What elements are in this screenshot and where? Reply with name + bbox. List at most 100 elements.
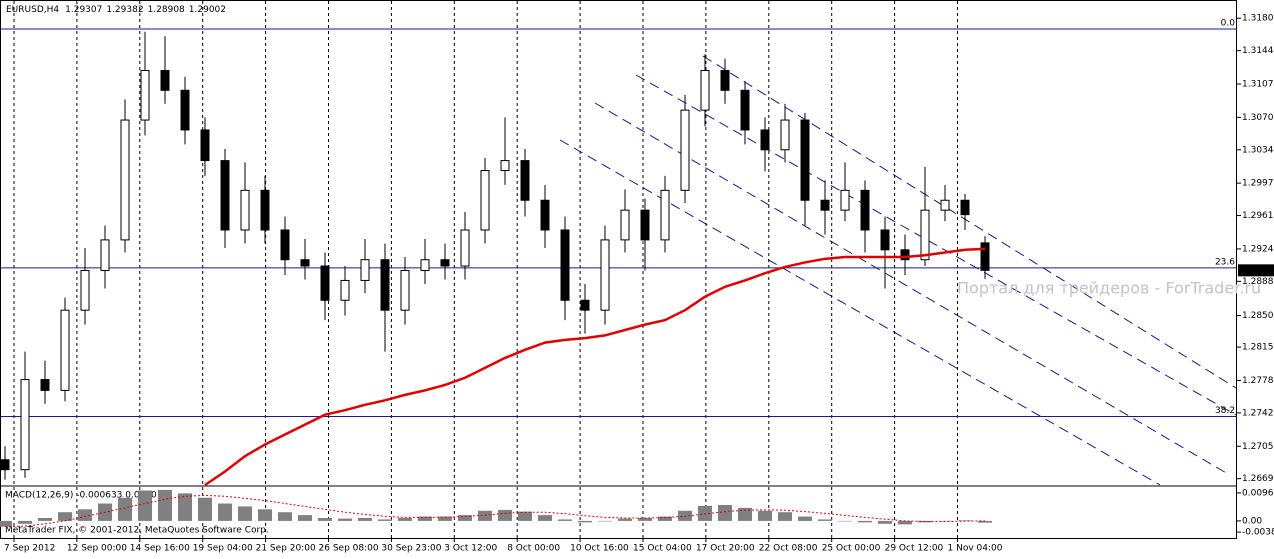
y-tick-label: 1.27050 bbox=[1242, 442, 1274, 452]
candle-body bbox=[240, 189, 250, 231]
candle-body bbox=[620, 209, 630, 241]
macd-bar bbox=[438, 516, 452, 521]
macd-bar bbox=[778, 512, 792, 521]
candle-body bbox=[780, 119, 790, 151]
macd-bar bbox=[358, 518, 372, 521]
candle-body bbox=[600, 239, 610, 311]
candle-body bbox=[380, 259, 390, 311]
candle-body bbox=[320, 265, 330, 301]
ohlc-value: 1.29307 bbox=[65, 5, 102, 15]
macd-bar bbox=[458, 515, 472, 521]
macd-bar bbox=[958, 520, 972, 521]
macd-bar bbox=[538, 515, 552, 521]
candle-body bbox=[340, 279, 350, 301]
x-tick-label: 10 Oct 16:00 bbox=[570, 544, 629, 554]
candle-body bbox=[120, 119, 130, 241]
candle-body bbox=[980, 242, 990, 271]
fibo-label: 23.6 bbox=[1215, 257, 1235, 267]
candle-body bbox=[680, 109, 690, 191]
ohlc-value: 1.29382 bbox=[106, 5, 143, 15]
candle-body bbox=[520, 160, 530, 201]
macd-bar bbox=[638, 518, 652, 521]
candle-body bbox=[180, 89, 190, 131]
y-tick-label: 1.27420 bbox=[1242, 408, 1274, 418]
candle-body bbox=[80, 270, 90, 311]
candle-body bbox=[280, 229, 290, 261]
candle-body bbox=[20, 379, 30, 471]
macd-bar bbox=[38, 518, 52, 521]
macd-bar bbox=[498, 509, 512, 521]
macd-bar bbox=[858, 520, 872, 523]
candle-body bbox=[760, 129, 770, 151]
macd-bar bbox=[898, 520, 912, 525]
macd-bar bbox=[418, 516, 432, 521]
channel-line bbox=[594, 102, 1229, 475]
x-tick-label: 12 Sep 00:00 bbox=[67, 544, 127, 554]
candle-body bbox=[60, 309, 70, 391]
candle-body bbox=[740, 89, 750, 131]
candle-body bbox=[840, 189, 850, 211]
candle-body bbox=[900, 249, 910, 261]
macd-label: MACD(12,26,9) -0.000633 0.000010 bbox=[5, 491, 168, 501]
macd-bar bbox=[558, 519, 572, 521]
y-tick-label: 1.30700 bbox=[1242, 113, 1274, 123]
y-tick-label: 1.29240 bbox=[1242, 244, 1274, 254]
candle-body bbox=[0, 459, 10, 471]
y-tick-label: 1.31440 bbox=[1242, 46, 1274, 56]
watermark: Портал для трейдеров - ForTrader.ru bbox=[957, 279, 1261, 298]
y-tick-label: 1.28150 bbox=[1242, 343, 1274, 353]
channel-line bbox=[702, 55, 1237, 389]
candle-body bbox=[140, 69, 150, 121]
y-tick-label: 1.29970 bbox=[1242, 179, 1274, 189]
macd-bar bbox=[838, 520, 852, 522]
macd-bar bbox=[138, 490, 152, 521]
candle-body bbox=[260, 189, 270, 231]
y-tick-label: 1.31800 bbox=[1242, 14, 1274, 24]
candle-body bbox=[160, 69, 170, 91]
macd-bar bbox=[278, 512, 292, 521]
x-tick-label: 25 Oct 00:00 bbox=[822, 544, 881, 554]
macd-bar bbox=[698, 505, 712, 521]
candle-body bbox=[800, 119, 810, 201]
candle-body bbox=[420, 259, 430, 272]
candle-body bbox=[440, 259, 450, 267]
x-tick-label: 15 Oct 04:00 bbox=[633, 544, 692, 554]
macd-bar bbox=[738, 507, 752, 521]
macd-bar bbox=[78, 509, 92, 521]
macd-bar bbox=[978, 520, 992, 523]
x-tick-label: 22 Oct 08:00 bbox=[759, 544, 818, 554]
macd-bar bbox=[338, 518, 352, 521]
candle-body bbox=[360, 259, 370, 281]
candle-body bbox=[860, 189, 870, 231]
y-tick-label: 1.29610 bbox=[1242, 211, 1274, 221]
candle-body bbox=[400, 270, 410, 311]
macd-bar bbox=[238, 506, 252, 521]
ohlc-value: 1.28908 bbox=[148, 5, 185, 15]
x-tick-label: 29 Oct 12:00 bbox=[885, 544, 944, 554]
macd-bar bbox=[578, 520, 592, 523]
price-badge bbox=[1238, 264, 1274, 277]
x-tick-label: 3 Oct 12:00 bbox=[444, 544, 497, 554]
x-tick-label: 14 Sep 16:00 bbox=[130, 544, 190, 554]
x-tick-label: 17 Oct 20:00 bbox=[696, 544, 755, 554]
candle-body bbox=[560, 229, 570, 301]
macd-bar bbox=[178, 493, 192, 521]
y-tick-label: 1.30340 bbox=[1242, 145, 1274, 155]
macd-bar bbox=[258, 509, 272, 521]
macd-bar bbox=[478, 510, 492, 521]
candle-body bbox=[40, 379, 50, 391]
candle-body bbox=[460, 229, 470, 267]
x-tick-label: 21 Sep 20:00 bbox=[256, 544, 316, 554]
candle-body bbox=[700, 69, 710, 111]
candle-body bbox=[940, 199, 950, 211]
fibo-label: 0.0 bbox=[1221, 19, 1236, 29]
candle-body bbox=[580, 299, 590, 311]
candle-body bbox=[200, 129, 210, 162]
macd-bar bbox=[158, 489, 172, 521]
candle-body bbox=[640, 209, 650, 241]
candle-body bbox=[480, 170, 490, 231]
candle-body bbox=[880, 229, 890, 251]
channel bbox=[559, 55, 1237, 486]
macd-bar bbox=[598, 520, 612, 522]
